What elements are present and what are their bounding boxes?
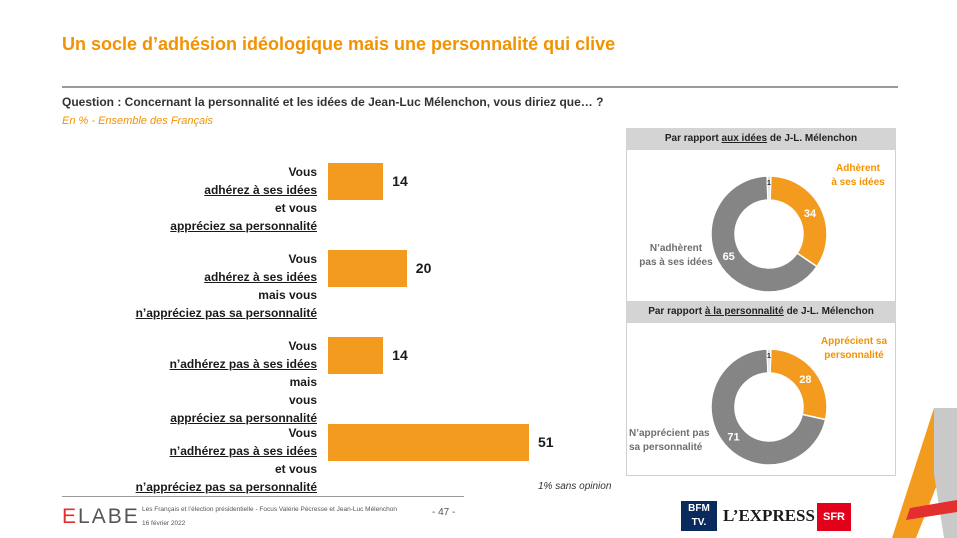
bar-value-2: 20 (415, 260, 432, 276)
personality-panel: Par rapport à la personnalité de J-L. Mé… (626, 301, 896, 476)
ideas-donut: 34 65 1 (710, 175, 828, 293)
ideas-slice-non-adherent (710, 175, 819, 293)
category-label-3: Vous n’adhérez pas à ses idées mais vous… (169, 339, 317, 425)
no-opinion-note: 1% sans opinion (538, 481, 612, 492)
personality-panel-title: Par rapport à la personnalité de J-L. Mé… (626, 301, 896, 323)
ideas-label-adherent: Adhèrent à ses idées (831, 163, 885, 188)
title-divider (62, 86, 898, 88)
elabe-logo: ELABE (62, 505, 140, 528)
personality-label-apprecient: Apprécient sa personnalité (820, 336, 888, 361)
personality-donut: 28 71 1 (710, 348, 828, 466)
personality-slice-non-apprecient (710, 348, 827, 466)
bar-value-1: 14 (392, 173, 408, 189)
sfr-logo: SFR (817, 503, 851, 531)
ideas-value-no-opinion: 1 (767, 180, 771, 187)
ideas-value-non-adherent: 65 (723, 251, 735, 263)
bar-3 (328, 337, 384, 374)
personality-value-apprecient: 28 (799, 374, 811, 386)
personality-slice-no-opinion (766, 348, 772, 374)
personality-value-non-apprecient: 71 (727, 431, 739, 443)
page-title: Un socle d’adhésion idéologique mais une… (62, 34, 616, 54)
ideas-slice-no-opinion (766, 175, 772, 201)
question-text: Question : Concernant la personnalité et… (62, 95, 604, 109)
bar-4 (328, 424, 529, 461)
footer-divider (62, 496, 464, 497)
ideas-label-non-adherent: N’adhèrent pas à ses idées (639, 243, 713, 268)
footer-source: Les Français et l’élection présidentiell… (142, 506, 397, 513)
ideas-value-adherent: 34 (804, 208, 817, 220)
ideas-slice-adherent (769, 175, 828, 268)
ideas-panel-title: Par rapport aux idées de J-L. Mélenchon (626, 128, 896, 150)
personality-label-non-apprecient: N’apprécient pas sa personnalité (629, 428, 710, 453)
elabe-a-mark-icon (892, 408, 957, 538)
personality-value-no-opinion: 1 (767, 353, 771, 360)
bfmtv-logo: BFM TV. (681, 501, 717, 531)
lexpress-logo: L’EXPRESS (723, 506, 815, 525)
bar-1 (328, 163, 384, 200)
page-number: - 47 - (432, 507, 456, 518)
ideas-panel: Par rapport aux idées de J-L. Mélenchon … (626, 128, 896, 304)
category-label-1: Vous adhérez à ses idées et vous appréci… (170, 165, 317, 233)
bar-value-3: 14 (392, 347, 408, 363)
category-label-4: Vous n’adhérez pas à ses idées et vous n… (135, 426, 317, 494)
bar-value-4: 51 (537, 434, 554, 450)
category-label-2: Vous adhérez à ses idées mais vous n’app… (135, 252, 317, 320)
footer-date: 16 février 2022 (142, 520, 186, 527)
base-note: En % - Ensemble des Français (62, 115, 214, 127)
bar-2 (328, 250, 407, 287)
